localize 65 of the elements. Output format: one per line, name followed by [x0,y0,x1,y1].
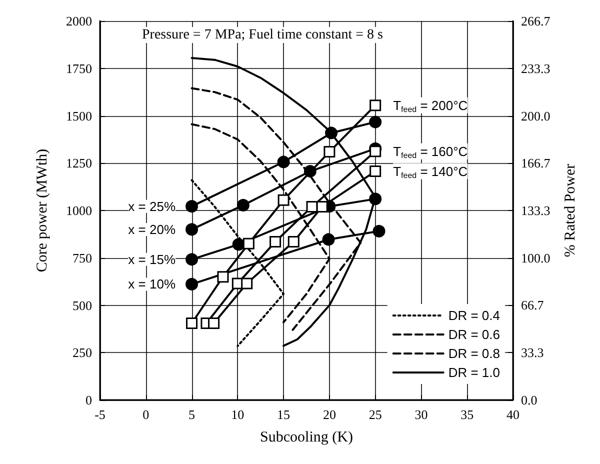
legend-label: DR = 0.4 [448,308,500,323]
series-label: x = 15% [128,252,176,267]
point [322,233,335,246]
y-tick-label: 250 [72,345,92,360]
x-tick-label: 15 [277,407,290,422]
y2-axis-title: % Rated Power [562,164,578,258]
point [242,238,254,250]
annotation: Pressure = 7 MPa; Fuel time constant = 8 s [142,28,383,42]
y-tick-label: 750 [72,250,92,266]
point [186,318,198,330]
legend-label: DR = 1.0 [448,365,500,380]
point [288,236,300,248]
y-tick-label: 1000 [66,203,92,218]
y2-tick-label: 66.7 [521,298,544,313]
y-tick-label: 2000 [66,14,92,28]
x-tick-label: 40 [506,407,520,422]
point [270,236,282,248]
point [208,318,220,330]
series-label: x = 10% [128,276,176,292]
point [236,198,250,212]
y-tick-label: 500 [72,298,92,313]
x-axis-title: Subcooling (K) [260,430,353,446]
y-tick-label: 1250 [66,156,92,171]
y-tick-label: 0 [86,392,92,408]
point [241,278,253,290]
x-tick-label: -5 [94,407,106,422]
y2-tick-label: 0.0 [521,392,538,408]
point [325,126,338,140]
legend-label: DR = 0.6 [448,327,500,342]
point [370,166,382,178]
point [217,271,229,283]
point [186,200,198,213]
point [186,223,198,236]
point [277,156,290,168]
point [186,253,198,266]
point [324,146,336,158]
x-tick-label: 35 [460,407,474,422]
x-tick-label: 20 [322,407,336,422]
x-tick-label: 0 [142,407,150,422]
point [186,278,198,290]
point [370,146,382,158]
series-label: x = 25% [128,198,176,214]
y2-tick-label: 33.3 [521,345,544,360]
y-axis-title: Core power (MWth) [34,148,50,272]
point [316,200,328,212]
point [278,194,290,206]
x-tick-label: 5 [188,407,196,422]
y2-tick-label: 200.0 [521,108,550,124]
y-tick-label: 1500 [66,108,92,124]
legend-label: DR = 0.8 [448,346,500,361]
x-tick-label: 30 [414,407,428,422]
y-tick-label: 1750 [66,60,92,76]
point [370,100,382,112]
y2-tick-label: 233.3 [521,60,550,76]
x-tick-label: 10 [231,407,244,422]
point [372,224,386,238]
y2-tick-label: 166.7 [521,156,551,171]
series-label: x = 20% [128,222,176,237]
y2-tick-label: 100.0 [521,250,550,266]
y2-tick-label: 266.7 [521,14,551,28]
y2-tick-label: 133.3 [521,203,550,218]
x-tick-label: 25 [368,407,382,422]
point [369,192,382,206]
point [304,165,316,178]
point [369,116,382,128]
